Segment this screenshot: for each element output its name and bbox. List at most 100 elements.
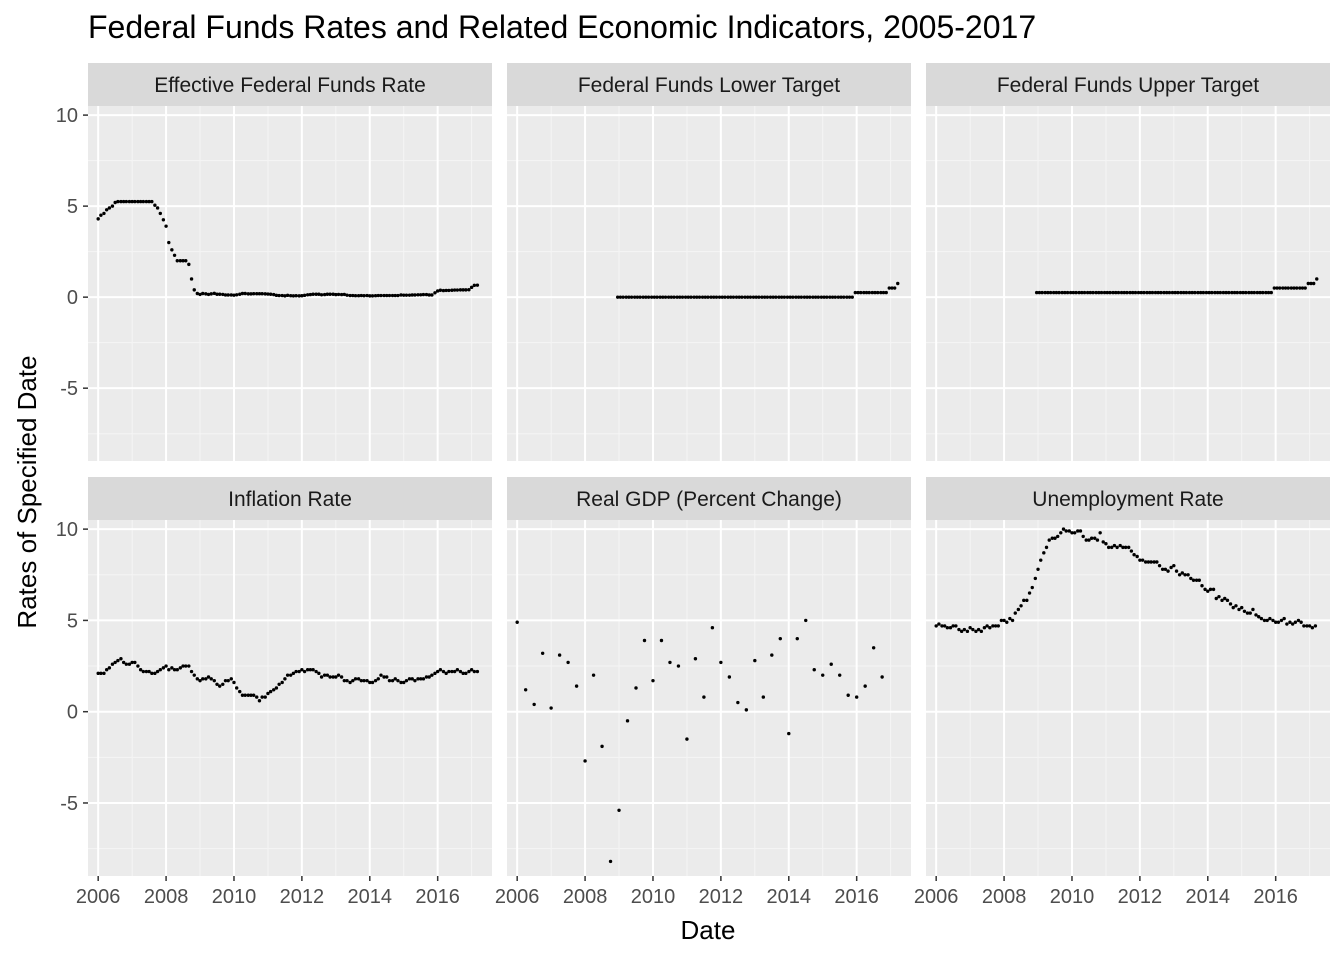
data-point xyxy=(393,293,397,298)
data-point xyxy=(1082,290,1087,295)
data-point xyxy=(719,660,723,665)
data-point xyxy=(1235,290,1240,295)
data-point xyxy=(574,684,579,688)
data-point xyxy=(438,668,443,672)
data-point xyxy=(629,295,634,299)
data-point xyxy=(184,664,188,668)
data-point xyxy=(172,253,177,257)
data-point xyxy=(433,671,437,676)
data-point xyxy=(1200,584,1204,588)
data-point xyxy=(302,293,307,298)
data-point xyxy=(266,691,270,696)
data-point xyxy=(1266,290,1271,295)
data-point xyxy=(1088,290,1093,295)
data-point xyxy=(113,660,117,665)
data-point xyxy=(768,295,773,299)
data-point xyxy=(1244,290,1248,295)
data-point xyxy=(649,295,654,299)
data-point xyxy=(692,295,696,299)
data-point xyxy=(652,295,657,299)
data-point xyxy=(181,664,185,668)
data-point xyxy=(1126,545,1131,550)
data-point xyxy=(102,211,106,216)
data-point xyxy=(195,677,200,681)
data-point xyxy=(663,295,668,299)
x-axis-title: Date xyxy=(681,915,736,945)
data-point xyxy=(632,295,637,299)
data-point xyxy=(215,292,219,296)
data-point xyxy=(1238,290,1243,295)
data-point xyxy=(116,658,120,663)
data-point xyxy=(413,293,417,297)
data-point xyxy=(382,675,386,679)
data-point xyxy=(1037,290,1042,295)
data-point xyxy=(1292,286,1296,290)
data-point xyxy=(288,294,293,298)
data-point xyxy=(1247,290,1251,295)
data-point xyxy=(192,288,196,292)
data-point xyxy=(198,292,202,297)
data-point xyxy=(421,292,426,297)
panel-background xyxy=(507,106,911,461)
data-point xyxy=(751,295,756,299)
data-point xyxy=(743,295,747,299)
data-point xyxy=(685,737,689,741)
data-point xyxy=(404,678,409,683)
data-point xyxy=(658,295,662,299)
data-point xyxy=(1097,290,1101,295)
data-point xyxy=(695,295,699,299)
data-point xyxy=(1102,290,1107,295)
data-point xyxy=(770,653,774,657)
data-point xyxy=(697,295,702,299)
x-tick-label: 2010 xyxy=(1050,886,1095,908)
data-point xyxy=(1286,286,1290,290)
data-point xyxy=(421,677,426,681)
data-point xyxy=(736,700,740,705)
data-point xyxy=(319,293,324,297)
data-point xyxy=(404,293,409,297)
data-point xyxy=(1065,290,1070,295)
data-point xyxy=(812,668,816,672)
data-point xyxy=(1217,594,1221,599)
data-point xyxy=(124,199,129,204)
data-point xyxy=(204,677,208,681)
data-point xyxy=(362,678,366,683)
data-point xyxy=(280,293,284,298)
data-point xyxy=(1115,545,1119,550)
facet-panel: Inflation Rate 10 5 0 -5 2006 2008 2010 2012 2014… xyxy=(56,477,492,908)
panel-background xyxy=(507,520,911,876)
data-point xyxy=(334,675,338,679)
data-point xyxy=(209,677,213,681)
data-point xyxy=(680,295,685,299)
data-point xyxy=(1242,609,1247,613)
data-point xyxy=(153,203,157,207)
data-point xyxy=(1272,286,1277,290)
data-point xyxy=(246,693,250,697)
data-point xyxy=(675,295,679,299)
data-point xyxy=(1064,529,1068,533)
data-point xyxy=(158,211,163,216)
data-point xyxy=(683,295,688,299)
data-point xyxy=(302,669,307,674)
data-point xyxy=(455,288,460,292)
data-point xyxy=(435,289,440,293)
data-point xyxy=(268,292,273,296)
data-point xyxy=(178,259,183,263)
facet-strip-label: Federal Funds Upper Target xyxy=(997,74,1259,97)
data-point xyxy=(1234,604,1238,608)
data-point xyxy=(1059,531,1063,535)
data-point xyxy=(373,294,378,298)
data-point xyxy=(1248,611,1252,615)
data-point xyxy=(212,678,216,683)
data-point xyxy=(976,627,981,632)
data-point xyxy=(153,671,157,676)
data-point xyxy=(116,199,120,204)
data-point xyxy=(368,680,372,685)
data-point xyxy=(957,627,961,632)
data-point xyxy=(331,675,335,679)
data-point xyxy=(260,695,264,699)
data-point xyxy=(777,295,781,299)
data-point xyxy=(124,662,129,666)
data-point xyxy=(133,660,137,665)
data-point xyxy=(127,199,132,204)
